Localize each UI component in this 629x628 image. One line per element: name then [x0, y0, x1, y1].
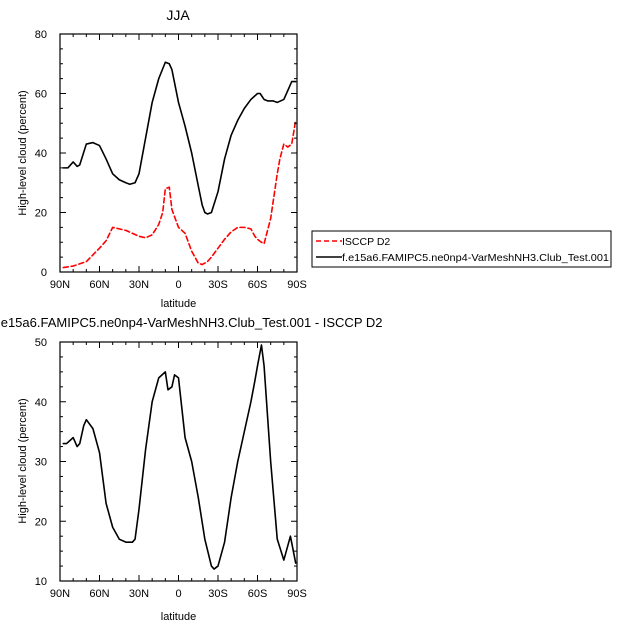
chart-bottom-y-tick-label: 20 — [35, 516, 47, 528]
chart-top-series-1-line — [62, 61, 297, 215]
chart-bottom-y-tick-label: 30 — [35, 457, 47, 469]
legend-box — [311, 230, 612, 268]
chart-top-x-tick-label: 0 — [175, 279, 181, 291]
chart-bottom-x-axis-label: latitude — [161, 611, 196, 623]
chart-top-y-tick-label: 60 — [35, 89, 47, 101]
chart-top-y-tick-label: 80 — [35, 29, 47, 41]
chart-bottom-x-tick-label: 60N — [89, 588, 109, 600]
chart-bottom-x-tick-label: 90N — [50, 588, 70, 600]
chart-bottom-x-tick-label: 90S — [287, 588, 307, 600]
chart-bottom-series-0-line — [62, 344, 297, 570]
chart-top-x-tick-label: 60S — [248, 279, 268, 291]
chart-top-plot-frame — [59, 33, 298, 273]
chart-top-x-tick-label: 90S — [287, 279, 307, 291]
legend-label-model: f.e15a6.FAMIPC5.ne0np4-VarMeshNH3.Club_T… — [342, 252, 609, 264]
chart-bottom-x-tick-label: 30S — [208, 588, 228, 600]
chart-top-title: JJA — [166, 7, 190, 23]
chart-top-x-axis-label: latitude — [161, 298, 196, 310]
chart-top-x-tick-label: 60N — [89, 279, 109, 291]
chart-top-y-tick-label: 0 — [41, 267, 47, 279]
chart-bottom-title: f.e15a6.FAMIPC5.ne0np4-VarMeshNH3.Club_T… — [0, 315, 383, 330]
chart-bottom-y-axis-label: High-level cloud (percent) — [17, 398, 29, 523]
chart-top-x-tick-label: 30N — [129, 279, 149, 291]
chart-bottom-x-tick-label: 30N — [129, 588, 149, 600]
chart-top-y-tick-label: 20 — [35, 208, 47, 220]
chart-bottom-y-tick-label: 10 — [35, 576, 47, 588]
chart-top-series-0-line — [62, 119, 297, 269]
chart-bottom-y-tick-label: 50 — [35, 337, 47, 349]
chart-top-x-tick-label: 90N — [50, 279, 70, 291]
chart-top: JJA 90N 60N 30N 0 30S 60S 90S 0 20 40 60 80 latitud… — [17, 7, 307, 310]
chart-bottom-y-tick-label: 40 — [35, 397, 47, 409]
legend: ISCCP D2 f.e15a6.FAMIPC5.ne0np4-VarMeshN… — [311, 230, 612, 268]
chart-bottom: f.e15a6.FAMIPC5.ne0np4-VarMeshNH3.Club_T… — [0, 315, 383, 623]
chart-top-x-tick-label: 30S — [208, 279, 228, 291]
chart-top-y-tick-label: 40 — [35, 148, 47, 160]
chart-top-y-axis-label: High-level cloud (percent) — [17, 90, 29, 215]
chart-bottom-x-tick-label: 60S — [248, 588, 268, 600]
chart-bottom-x-tick-label: 0 — [175, 588, 181, 600]
legend-label-isccp: ISCCP D2 — [342, 236, 390, 248]
